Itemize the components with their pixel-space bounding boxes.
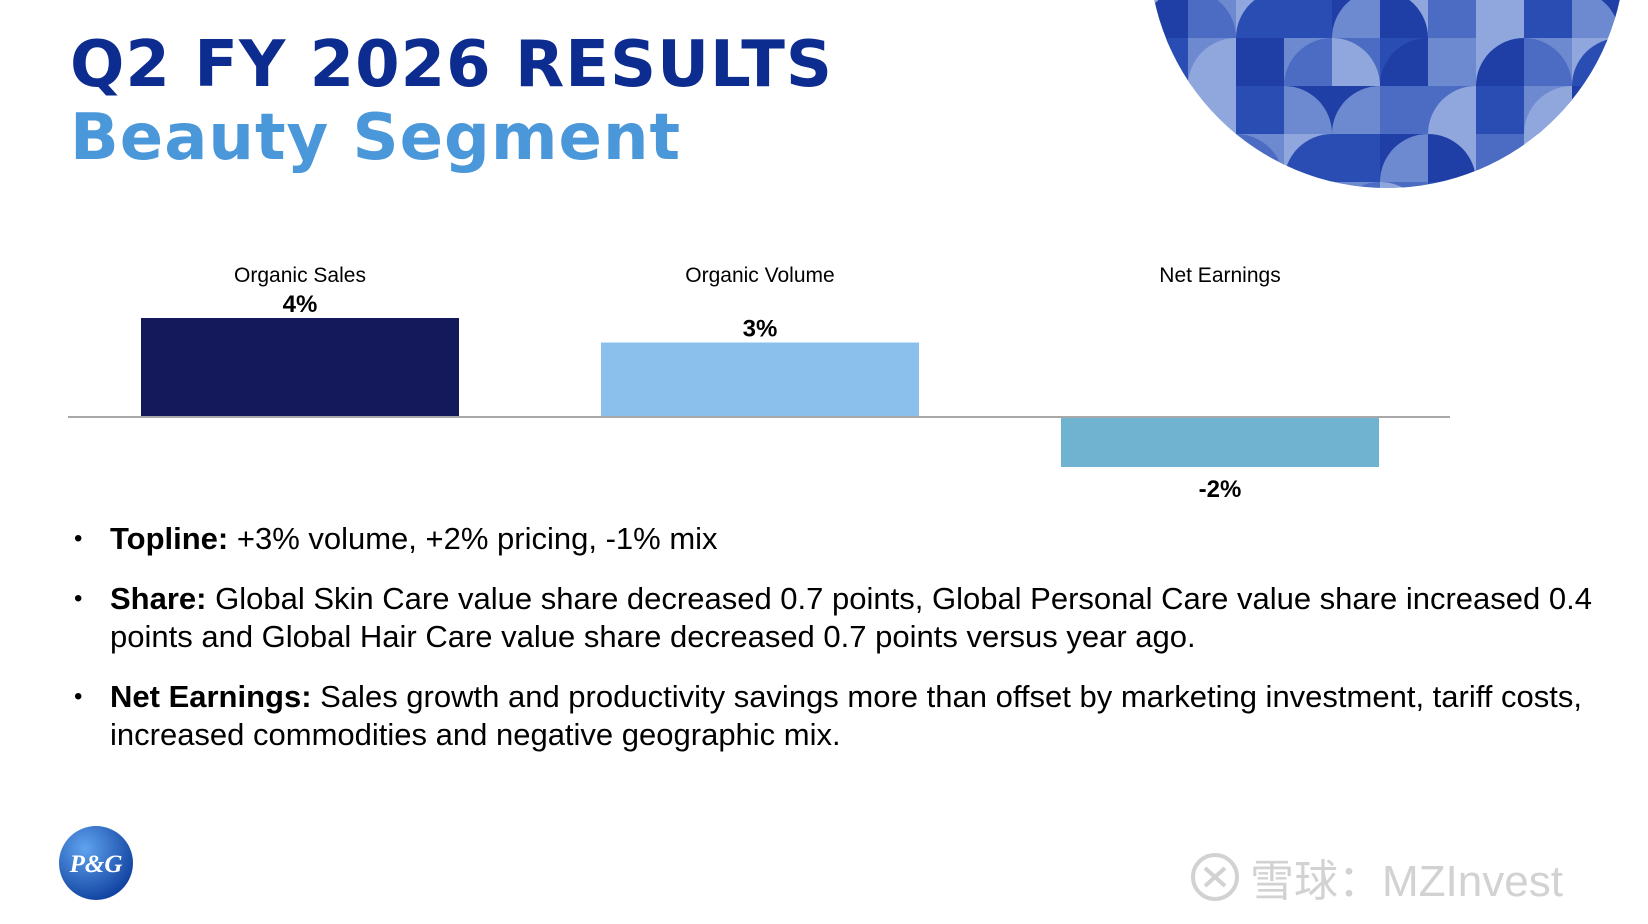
bullet-net-earnings: • Net Earnings: Sales growth and producti… [74,679,1582,752]
watermark-text: 雪球：MZInvest [1250,857,1563,906]
logo-text: P&G [69,851,123,878]
pg-logo-icon: P&G [59,826,133,900]
page-title: Q2 FY 2026 RESULTS [70,28,833,102]
decorative-pattern-circle [1150,0,1625,188]
bar-organic-sales [141,318,459,416]
data-label: 3% [743,316,778,343]
category-label: Net Earnings [1159,264,1280,287]
bullet-topline: • Topline: +3% volume, +2% pricing, -1% m… [74,521,718,556]
bar-net-earnings [1061,418,1379,467]
xueqiu-icon [1191,853,1239,901]
category-label: Organic Sales [234,264,366,287]
bar-chart: Organic Sales 4% Organic Volume 3% Net Earni… [68,264,1450,503]
data-label: -2% [1199,476,1242,503]
bullet-share: • Share: Global Skin Care value share dec… [74,581,1592,654]
bullet-dot-icon: • [74,585,83,612]
category-label: Organic Volume [685,264,834,287]
bullet-list: • Topline: +3% volume, +2% pricing, -1% m… [74,520,1594,776]
bullet-dot-icon: • [74,683,83,710]
bullet-dot-icon: • [74,525,83,552]
page-subtitle: Beauty Segment [70,101,682,175]
data-label: 4% [283,291,318,318]
watermark: 雪球：MZInvest [1190,845,1563,909]
bar-organic-volume [601,342,919,416]
